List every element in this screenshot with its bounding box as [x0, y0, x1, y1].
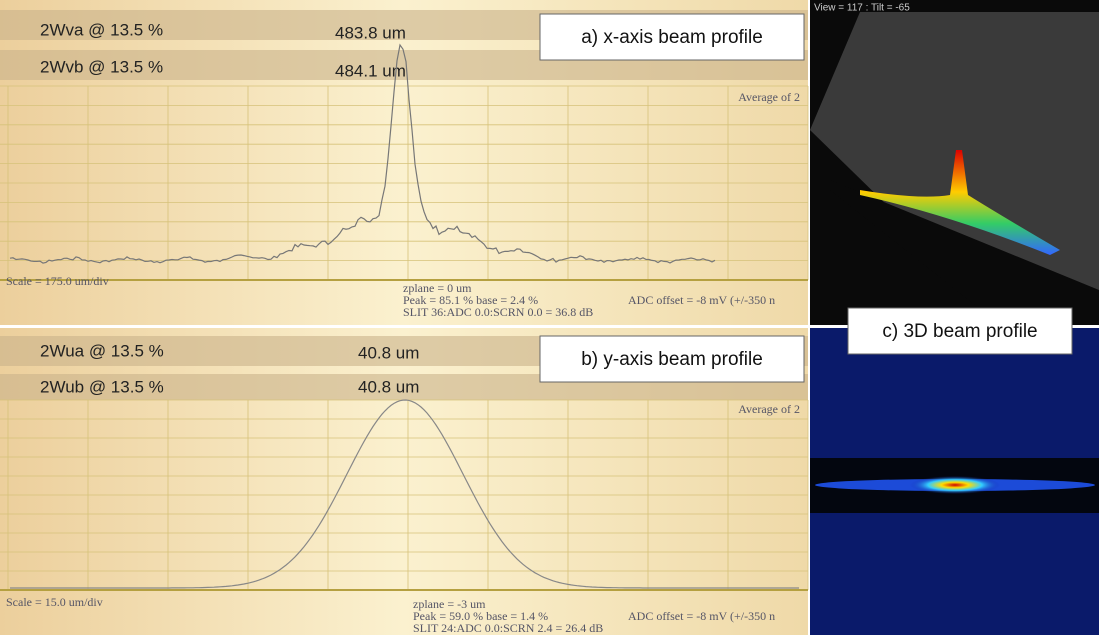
panel-a: 2Wva @ 13.5 % 483.8 um 2Wvb @ 13.5 % 484…: [0, 0, 809, 325]
caption: b) y-axis beam profile: [581, 349, 763, 370]
peak-label: Peak = 59.0 % base = 1.4 %: [413, 609, 548, 623]
floor: [830, 180, 1099, 325]
beam-spot: [910, 476, 1000, 494]
caption: a) x-axis beam profile: [581, 27, 763, 48]
profile-curve: [10, 399, 799, 589]
readout-label: 2Wvb @ 13.5 %: [40, 57, 163, 76]
readout-label: 2Wva @ 13.5 %: [40, 20, 163, 39]
scale-label: Scale = 15.0 um/div: [6, 595, 103, 609]
grid: [0, 85, 809, 281]
scale-label: Scale = 175.0 um/div: [6, 274, 109, 288]
adc-label: ADC offset = -8 mV (+/-350 n: [628, 293, 775, 307]
average-label: Average of 2: [738, 402, 800, 416]
caption: c) 3D beam profile: [882, 321, 1037, 342]
caption-box: [847, 307, 1073, 355]
readout-value: 40.8 um: [358, 343, 419, 362]
caption-box: [539, 13, 805, 61]
adc-label: ADC offset = -8 mV (+/-350 n: [628, 609, 775, 623]
panel-b: 2Wua @ 13.5 % 40.8 um 2Wub @ 13.5 % 40.8…: [0, 328, 809, 635]
peak-label: Peak = 85.1 % base = 2.4 %: [403, 293, 538, 307]
zplane-label: zplane = 0 um: [403, 281, 472, 295]
grid: [0, 399, 809, 591]
beam-3d: [860, 150, 1060, 255]
panel-c: View = 117 : Tilt = -65 c) 3D beam profi…: [810, 0, 1099, 635]
caption-box: [539, 335, 805, 383]
view-label: View = 117 : Tilt = -65: [814, 3, 910, 14]
average-label: Average of 2: [738, 90, 800, 104]
slit-label: SLIT 24:ADC 0.0:SCRN 2.4 = 26.4 dB: [413, 621, 603, 635]
readout-label: 2Wub @ 13.5 %: [40, 377, 164, 396]
readout-value: 484.1 um: [335, 61, 406, 80]
zplane-label: zplane = -3 um: [413, 597, 486, 611]
profile-curve: [9, 43, 716, 264]
readout-label: 2Wua @ 13.5 %: [40, 341, 164, 360]
slit-label: SLIT 36:ADC 0.0:SCRN 0.0 = 36.8 dB: [403, 305, 593, 319]
readout-value: 483.8 um: [335, 23, 406, 42]
readout-value: 40.8 um: [358, 377, 419, 396]
